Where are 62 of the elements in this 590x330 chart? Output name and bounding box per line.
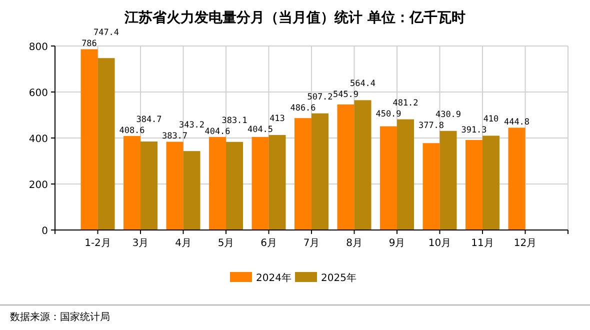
data-label: 413 (270, 114, 285, 124)
bar (440, 130, 457, 230)
bar (226, 142, 243, 230)
data-label: 343.2 (178, 120, 205, 131)
data-label: 404.5 (247, 125, 274, 136)
source-note: 数据来源：国家统计局 (10, 311, 110, 323)
data-label: 383.7 (162, 132, 188, 142)
data-label: 564.4 (350, 79, 376, 90)
x-tick-label: 7月 (303, 238, 320, 249)
bar (312, 113, 328, 230)
y-tick-label: 200 (28, 180, 48, 191)
data-label: 384.7 (136, 115, 162, 126)
data-label: 444.8 (504, 118, 530, 128)
bar (252, 136, 269, 230)
x-tick-label: 10月 (428, 238, 452, 249)
x-tick-label: 8月 (346, 238, 362, 249)
x-tick-label: 9月 (388, 238, 406, 249)
data-label: 786 (82, 39, 97, 50)
y-tick-label: 600 (28, 88, 48, 99)
legend-label: 2024年 (256, 272, 292, 284)
x-tick-label: 3月 (132, 238, 149, 249)
bar (294, 118, 312, 230)
bar (354, 100, 372, 230)
x-tick-label: 11月 (471, 238, 494, 249)
bar (380, 126, 397, 230)
data-label: 404.6 (204, 126, 230, 137)
x-tick-label: 6月 (260, 238, 277, 249)
bar (209, 136, 226, 230)
data-label: 481.2 (392, 98, 418, 108)
bar (98, 58, 115, 230)
bar (337, 104, 354, 230)
data-label: 486.6 (290, 103, 316, 114)
x-tick-label: 5月 (218, 238, 234, 249)
x-tick-label: 4月 (175, 238, 192, 249)
x-tick-label: 1-2月 (84, 238, 111, 249)
data-label: 391.3 (461, 126, 487, 136)
bar (124, 136, 140, 230)
y-tick-label: 0 (42, 226, 48, 237)
y-tick-label: 800 (28, 42, 48, 53)
legend-label: 2025年 (321, 272, 356, 284)
x-tick-label: 12月 (514, 238, 537, 249)
bar (183, 151, 200, 230)
data-label: 377.8 (418, 120, 444, 131)
data-label: 430.9 (435, 110, 462, 120)
chart-title: 江苏省火力发电量分月（当月值）统计 单位：亿千瓦时 (124, 9, 466, 26)
bar (422, 143, 440, 230)
bar (140, 142, 158, 230)
bar (268, 135, 286, 230)
data-label: 408.6 (119, 126, 145, 136)
bar (397, 119, 414, 230)
bar (508, 128, 526, 230)
y-tick-label: 400 (28, 134, 48, 145)
data-label: 383.1 (222, 116, 248, 126)
bar (466, 140, 482, 230)
bar (482, 136, 500, 230)
data-label: 410 (483, 114, 499, 125)
data-label: 450.9 (376, 109, 402, 120)
bar (80, 49, 98, 230)
data-label: 545.9 (332, 90, 359, 100)
bar (166, 142, 184, 230)
data-label: 747.4 (93, 28, 120, 38)
data-label: 507.2 (307, 92, 333, 102)
